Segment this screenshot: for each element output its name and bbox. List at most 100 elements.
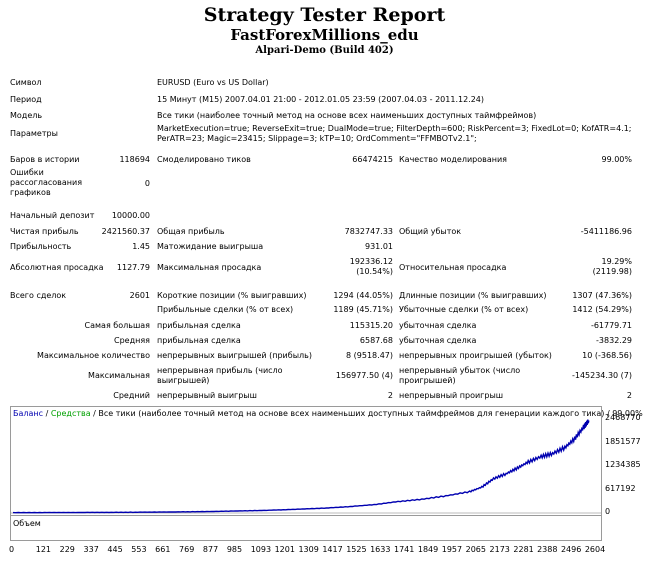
- absdd-value: 1127.79: [116, 263, 150, 272]
- x-tick-label: 1309: [298, 545, 319, 554]
- maxcons-losses-value: 10 (-368.56): [582, 351, 632, 360]
- maxdd-label: Максимальная просадка: [157, 263, 262, 272]
- x-tick-label: 877: [202, 545, 219, 554]
- netprofit-label: Чистая прибыль: [10, 227, 79, 236]
- payoff-label: Матожидание выигрыша: [157, 242, 264, 251]
- chart-legend: Баланс / Средства / Все тики (наиболее т…: [13, 409, 643, 418]
- bars-value: 118694: [119, 155, 150, 164]
- largest-profit-value: 115315.20: [349, 321, 393, 330]
- volume-panel: Объем: [10, 516, 602, 541]
- x-tick-label: 1633: [370, 545, 391, 554]
- maxcons-profit-value: 156977.50 (4): [335, 371, 393, 380]
- short-value: 1294 (44.05%): [333, 291, 393, 300]
- long-value: 1307 (47.36%): [572, 291, 632, 300]
- maxcons-loss-value: -145234.30 (7): [571, 371, 632, 380]
- absdd-label: Абсолютная просадка: [10, 263, 104, 272]
- x-tick-label: 0: [9, 545, 15, 554]
- model-value: Все тики (наиболее точный метод на основ…: [157, 111, 537, 120]
- avgcons-losses-value: 2: [626, 391, 632, 400]
- x-tick-label: 337: [83, 545, 99, 554]
- y-tick-label: 1851577: [605, 436, 641, 446]
- server-build: Alpari-Demo (Build 402): [255, 45, 394, 56]
- x-tick-label: 1093: [250, 545, 272, 554]
- avg-profit-value: 6587.68: [359, 336, 393, 345]
- avgcons-wins-value: 2: [387, 391, 393, 400]
- balance-line: [12, 419, 590, 514]
- period-value: 15 Минут (M15) 2007.04.01 21:00 - 2012.0…: [157, 95, 485, 104]
- maxcons-wins-label: непрерывных выигрышей (прибыль): [157, 351, 312, 360]
- x-tick-label: 2604: [584, 545, 606, 554]
- avgcons-losses-label: непрерывный проигрыш: [399, 391, 504, 400]
- y-tick-label: 0: [605, 507, 611, 516]
- x-tick-label: 121: [35, 545, 52, 554]
- grossprofit-label: Общая прибыль: [157, 227, 225, 236]
- avgcons-wins-label: непрерывный выигрыш: [157, 391, 257, 400]
- volume-label: Объем: [13, 519, 41, 528]
- legend-sep: /: [43, 409, 51, 418]
- x-tick-label: 1957: [441, 545, 463, 554]
- deposit-value: 10000.00: [111, 211, 150, 220]
- largest-loss-value: -61779.71: [590, 321, 632, 330]
- largest-loss-label: убыточная сделка: [399, 321, 477, 330]
- reldd-value1: 19.29%: [601, 257, 632, 266]
- profittrades-label: Прибыльные сделки (% от всех): [157, 305, 294, 314]
- grossprofit-value: 7832747.33: [344, 227, 393, 236]
- params-label: Параметры: [10, 129, 58, 138]
- avg-profit-label: прибыльная сделка: [157, 336, 241, 345]
- x-tick-label: 2173: [489, 545, 510, 554]
- x-tick-label: 1525: [346, 545, 367, 554]
- largest-label: Самая большая: [84, 321, 150, 330]
- pf-value: 1.45: [132, 242, 150, 251]
- x-tick-label: 553: [131, 545, 147, 554]
- errors-value: 0: [144, 179, 150, 188]
- maxcons-wins-value: 8 (9518.47): [346, 351, 393, 360]
- balance-chart-svg: [11, 419, 601, 514]
- x-tick-label: 1741: [393, 545, 415, 554]
- ticks-value: 66474215: [352, 155, 393, 164]
- maxcount-label: Максимальное количество: [37, 351, 150, 360]
- x-tick-label: 229: [59, 545, 75, 554]
- maximal-label: Максимальная: [88, 371, 150, 380]
- report-title: Strategy Tester Report: [203, 4, 446, 26]
- largest-profit-label: прибыльная сделка: [157, 321, 241, 330]
- quality-value: 99.00%: [601, 155, 632, 164]
- symbol-label: Символ: [10, 78, 42, 87]
- x-tick-label: 985: [226, 545, 243, 554]
- x-tick-label: 2388: [537, 545, 558, 554]
- x-tick-label: 2496: [560, 545, 582, 554]
- quality-label: Качество моделирования: [399, 155, 507, 164]
- x-tick-label: 445: [107, 545, 123, 554]
- period-label: Период: [10, 95, 42, 104]
- legend-equity: Средства: [50, 409, 91, 418]
- params-line1: MarketExecution=true; ReverseExit=true; …: [157, 124, 632, 133]
- ticks-label: Смоделировано тиков: [157, 155, 251, 164]
- trades-value: 2601: [129, 291, 150, 300]
- x-tick-label: 661: [155, 545, 171, 554]
- maxcons-losses-label: непрерывных проигрышей (убыток): [399, 351, 552, 360]
- x-tick-label: 769: [179, 545, 195, 554]
- bars-label: Баров в истории: [10, 155, 80, 164]
- model-label: Модель: [10, 111, 43, 120]
- trades-label: Всего сделок: [10, 291, 67, 300]
- reldd-label: Относительная просадка: [399, 263, 507, 272]
- long-label: Длинные позиции (% выигравших): [399, 291, 547, 300]
- grossloss-label: Общий убыток: [399, 227, 462, 236]
- losstrades-label: Убыточные сделки (% от всех): [399, 305, 529, 314]
- reldd-value2: (2119.98): [592, 267, 632, 276]
- profittrades-value: 1189 (45.71%): [333, 305, 393, 314]
- x-tick-label: 1201: [274, 545, 295, 554]
- maxdd-value1: 192336.12: [349, 257, 393, 266]
- short-label: Короткие позиции (% выигравших): [157, 291, 307, 300]
- y-tick-label: 1234385: [605, 460, 641, 469]
- balance-chart: Баланс / Средства / Все тики (наиболее т…: [10, 406, 643, 516]
- legend-rest: / Все тики (наиболее точный метод на осн…: [90, 409, 643, 418]
- x-tick-label: 1849: [417, 545, 439, 554]
- maxcons-profit-label: непрерывная прибыль (число выигрышей): [157, 366, 283, 385]
- payoff-value: 931.01: [365, 242, 393, 251]
- average-label: Средний: [113, 391, 150, 400]
- avg-loss-label: убыточная сделка: [399, 336, 477, 345]
- x-tick-label: 2065: [465, 545, 486, 554]
- pf-label: Прибыльность: [10, 242, 72, 251]
- grossloss-value: -5411186.96: [580, 227, 632, 236]
- x-tick-label: 2281: [513, 545, 534, 554]
